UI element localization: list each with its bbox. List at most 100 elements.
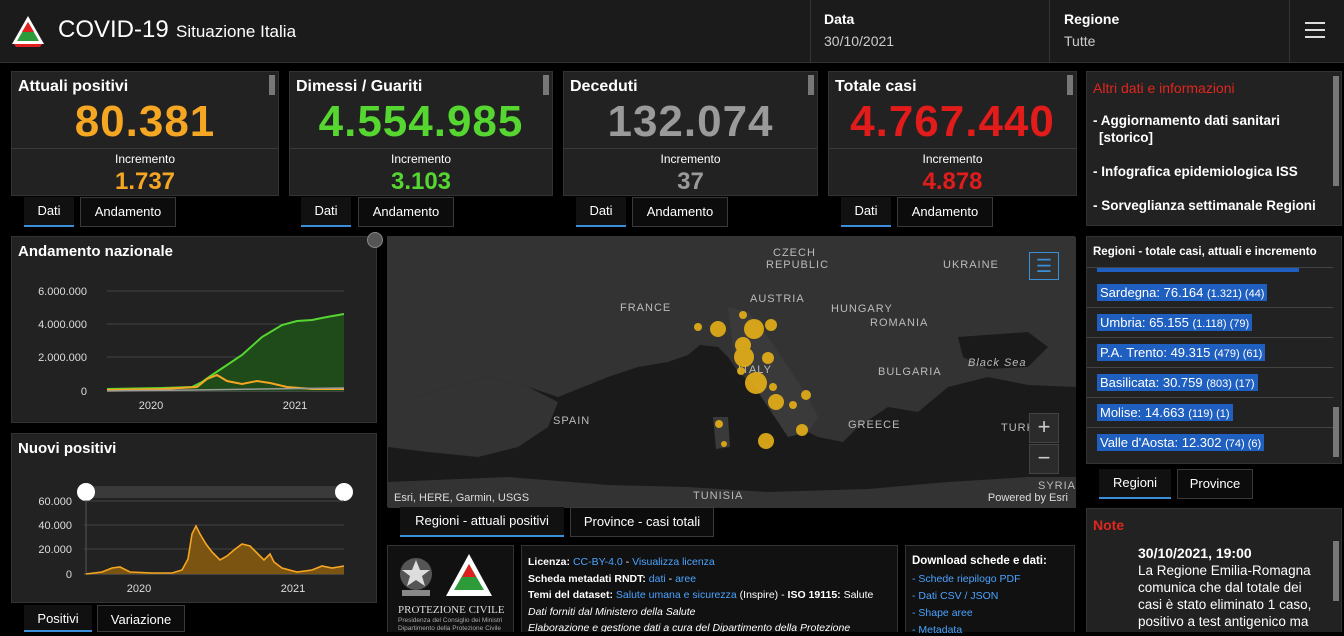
metadata-aree-link[interactable]: aree — [675, 572, 697, 585]
tab-andamento[interactable]: Andamento — [632, 197, 728, 227]
nuovi-positivi-panel: Nuovi positivi 60.000 40.000 20.000 0 20… — [11, 433, 377, 603]
tab-positivi[interactable]: Positivi — [24, 605, 92, 632]
link-aggiornamento[interactable]: - Aggiornamento dati sanitari — [1093, 113, 1281, 128]
tab-province[interactable]: Province — [1177, 469, 1253, 499]
note-line: comunica che dal totale dei — [1138, 580, 1302, 595]
link-sorveglianza[interactable]: - Sorveglianza settimanale Regioni — [1093, 198, 1316, 213]
kpi-value: 4.554.985 — [318, 97, 524, 146]
list-item[interactable]: Umbria: 65.155 (1.118) (79) — [1097, 313, 1253, 333]
map-label: BULGARIA — [878, 366, 942, 378]
list-item[interactable]: Valle d'Aosta: 12.302 (74) (6) — [1097, 433, 1265, 453]
scrollbar[interactable] — [1333, 76, 1339, 186]
zoom-out-button[interactable]: − — [1029, 444, 1059, 474]
powered-by-esri[interactable]: Powered by Esri — [987, 492, 1068, 504]
kpi-deceduti: Deceduti 132.074 Incremento 37 — [563, 71, 818, 196]
kpi-attuali-positivi: Attuali positivi 80.381 Incremento 1.737 — [11, 71, 279, 196]
license-panel: Licenza: CC-BY-4.0 - Visualizza licenza … — [521, 545, 898, 632]
list-item[interactable]: Molise: 14.663 (119) (1) — [1097, 403, 1233, 423]
presidenza-text: Presidenza del Consiglio dei Ministri — [398, 617, 503, 624]
y-tick: 0 — [81, 386, 87, 398]
kpi-increment-label: Incremento — [114, 152, 176, 166]
expand-icon[interactable] — [367, 232, 383, 248]
list-item[interactable]: Sardegna: 76.164 (1.321) (44) — [1097, 283, 1268, 303]
map-label: SPAIN — [553, 415, 590, 427]
kpi-increment-label: Incremento — [660, 152, 721, 166]
x-tick: 2020 — [127, 583, 151, 595]
tab-andamento[interactable]: Andamento — [80, 197, 176, 227]
link-storico[interactable]: [storico] — [1099, 130, 1153, 145]
nuovi-positivi-chart: 60.000 40.000 20.000 0 2020 2021 — [38, 483, 353, 595]
app-title: COVID-19 — [58, 16, 169, 43]
regioni-list-title: Regioni - totale casi, attuali e increme… — [1093, 246, 1317, 258]
tab-andamento[interactable]: Andamento — [897, 197, 993, 227]
map-canvas[interactable]: CZECH REPUBLIC UKRAINE AUSTRIA FRANCE HU… — [388, 237, 1076, 508]
note-panel: Note 30/10/2021, 19:00 La Regione Emilia… — [1086, 508, 1342, 632]
dipartimento-text: Dipartimento della Protezione Civile — [398, 625, 501, 632]
range-handle-left[interactable] — [77, 483, 95, 501]
temi-link[interactable]: Salute umana e sicurezza — [615, 589, 737, 601]
tab-province-casi-totali[interactable]: Province - casi totali — [570, 507, 714, 537]
note-line: positivo a test antigenico ma — [1138, 614, 1309, 629]
tab-regioni-attuali-positivi[interactable]: Regioni - attuali positivi — [400, 507, 564, 537]
kpi-increment-value: 1.737 — [114, 168, 176, 195]
map-label: FRANCE — [620, 302, 671, 314]
link-infografica[interactable]: - Infografica epidemiologica ISS — [1093, 164, 1298, 179]
map-label: HUNGARY — [831, 303, 893, 315]
app-subtitle: Situazione Italia — [176, 22, 297, 41]
region-label: Regione — [1064, 11, 1120, 27]
tab-dati[interactable]: Dati — [301, 197, 351, 227]
altri-dati-panel: Altri dati e informazioni - Aggiornament… — [1086, 71, 1342, 226]
download-link[interactable]: - Dati CSV / JSON — [912, 590, 999, 602]
region-bubbles[interactable] — [694, 311, 811, 449]
scrollbar[interactable] — [808, 75, 814, 95]
y-tick: 6.000.000 — [38, 286, 87, 298]
kpi-dimessi-guariti: Dimessi / Guariti 4.554.985 Incremento 3… — [289, 71, 553, 196]
scrollbar[interactable] — [1067, 75, 1073, 95]
y-tick: 4.000.000 — [38, 319, 87, 331]
italian-emblem-icon — [400, 558, 432, 596]
map-panel[interactable]: CZECH REPUBLIC UKRAINE AUSTRIA FRANCE HU… — [387, 236, 1076, 508]
metadata-dati-link[interactable]: dati — [648, 572, 666, 585]
y-tick: 60.000 — [38, 496, 72, 508]
legend-list-icon[interactable]: ☰ — [1029, 252, 1059, 280]
scrollbar[interactable] — [543, 75, 549, 95]
scrollbar[interactable] — [269, 75, 275, 95]
tab-regioni[interactable]: Regioni — [1099, 469, 1171, 499]
scrollbar[interactable] — [1333, 541, 1339, 601]
range-handle-right[interactable] — [335, 483, 353, 501]
nuovi-area — [86, 526, 344, 574]
map-label: UKRAINE — [943, 259, 999, 271]
regioni-list-panel: Regioni - totale casi, attuali e increme… — [1086, 236, 1342, 464]
date-value[interactable]: 30/10/2021 — [824, 33, 895, 49]
note-date: 30/10/2021, 19:00 — [1138, 545, 1252, 561]
tab-variazione[interactable]: Variazione — [97, 605, 185, 632]
kpi-title: Deceduti — [570, 78, 638, 95]
map-label: ROMANIA — [870, 317, 928, 329]
y-tick: 40.000 — [38, 520, 72, 532]
tab-dati[interactable]: Dati — [24, 197, 74, 227]
altri-dati-title: Altri dati e informazioni — [1093, 80, 1235, 96]
tab-andamento[interactable]: Andamento — [358, 197, 454, 227]
scrollbar[interactable] — [1333, 407, 1339, 457]
downloads-panel: Download schede e dati: - Schede riepilo… — [905, 545, 1075, 636]
hamburger-menu-icon[interactable] — [1305, 20, 1325, 38]
protezione-civile-logo-icon — [446, 554, 492, 596]
download-link[interactable]: - Schede riepilogo PDF — [912, 573, 1021, 585]
license-link[interactable]: CC-BY-4.0 — [572, 556, 623, 568]
kpi-title: Totale casi — [835, 78, 917, 95]
view-license-link[interactable]: Visualizza licenza — [632, 556, 715, 568]
x-tick: 2021 — [283, 400, 307, 412]
download-link[interactable]: - Metadata — [912, 624, 963, 636]
region-value[interactable]: Tutte — [1064, 33, 1096, 49]
tab-dati[interactable]: Dati — [841, 197, 891, 227]
kpi-value: 4.767.440 — [850, 97, 1055, 146]
zoom-in-button[interactable]: + — [1029, 413, 1059, 443]
download-link[interactable]: - Shape aree — [912, 607, 973, 619]
list-item[interactable]: P.A. Trento: 49.315 (479) (61) — [1097, 343, 1266, 363]
elaboration-text: Elaborazione e gestione dati a cura del … — [528, 622, 851, 632]
list-item[interactable]: Basilicata: 30.759 (803) (17) — [1097, 373, 1258, 393]
range-slider-track[interactable] — [86, 486, 344, 498]
tab-dati[interactable]: Dati — [576, 197, 626, 227]
y-tick: 2.000.000 — [38, 352, 87, 364]
nuovi-line — [85, 524, 345, 575]
